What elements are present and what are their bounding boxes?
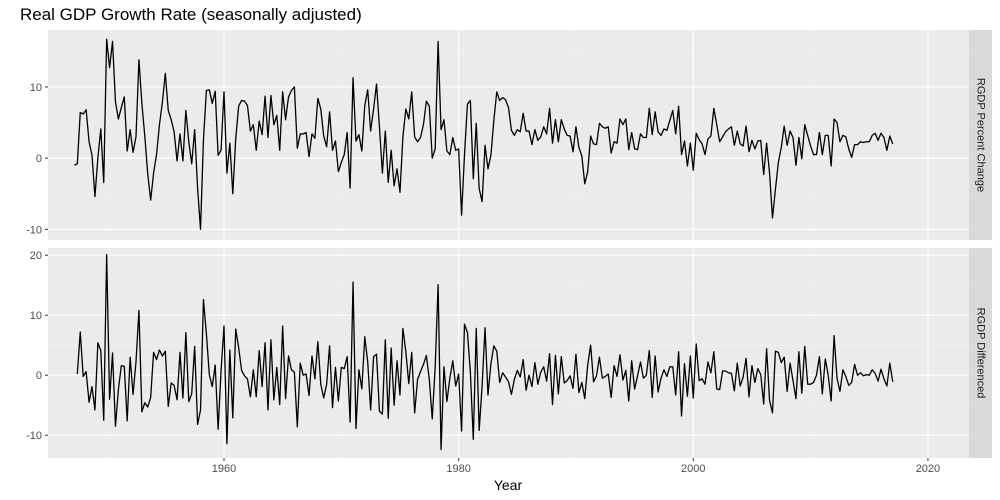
panel-percent-change: -10 0 10 RGDP Percent Change bbox=[26, 30, 992, 240]
x-tick-label: 2020 bbox=[916, 463, 940, 475]
panel-gridlines bbox=[48, 248, 969, 458]
y-tick-label: -10 bbox=[26, 430, 42, 442]
y-tick-label: 20 bbox=[30, 250, 42, 262]
y-tick-label: 0 bbox=[36, 370, 42, 382]
strip-label-percent-change: RGDP Percent Change bbox=[975, 78, 987, 192]
y-tick-label: 0 bbox=[36, 153, 42, 165]
strip-background bbox=[969, 30, 992, 240]
strip-label-differenced: RGDP Differenced bbox=[975, 308, 987, 399]
y-axis-ticks: -10 0 10 bbox=[26, 82, 48, 236]
y-tick-label: 10 bbox=[30, 82, 42, 94]
y-axis-ticks: -10 0 10 20 bbox=[26, 250, 48, 442]
panel-differenced: -10 0 10 20 RGDP Differenced bbox=[26, 248, 992, 458]
strip-background bbox=[969, 248, 992, 458]
panel-gridlines bbox=[48, 30, 969, 240]
x-tick-label: 2000 bbox=[681, 463, 705, 475]
x-tick-label: 1960 bbox=[212, 463, 236, 475]
series-line-percent-change bbox=[74, 38, 894, 230]
panel-background bbox=[48, 30, 969, 240]
y-tick-label: -10 bbox=[26, 224, 42, 236]
y-tick-label: 10 bbox=[30, 310, 42, 322]
x-axis-ticks: 1960 1980 2000 2020 bbox=[212, 458, 940, 475]
chart-title: Real GDP Growth Rate (seasonally adjuste… bbox=[20, 5, 362, 24]
series-line-differenced bbox=[76, 253, 894, 451]
x-axis-title: Year bbox=[494, 477, 523, 493]
x-tick-label: 1980 bbox=[446, 463, 470, 475]
